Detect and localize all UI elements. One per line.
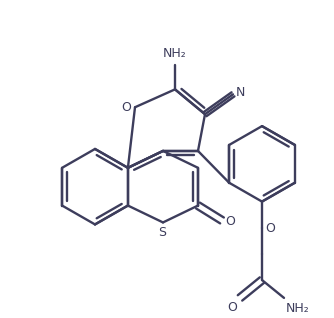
Text: S: S	[158, 226, 166, 239]
Text: O: O	[225, 215, 235, 228]
Text: O: O	[227, 301, 237, 314]
Text: O: O	[265, 222, 275, 235]
Text: N: N	[236, 86, 245, 99]
Text: NH₂: NH₂	[286, 302, 310, 315]
Text: NH₂: NH₂	[163, 46, 187, 59]
Text: O: O	[121, 101, 131, 114]
